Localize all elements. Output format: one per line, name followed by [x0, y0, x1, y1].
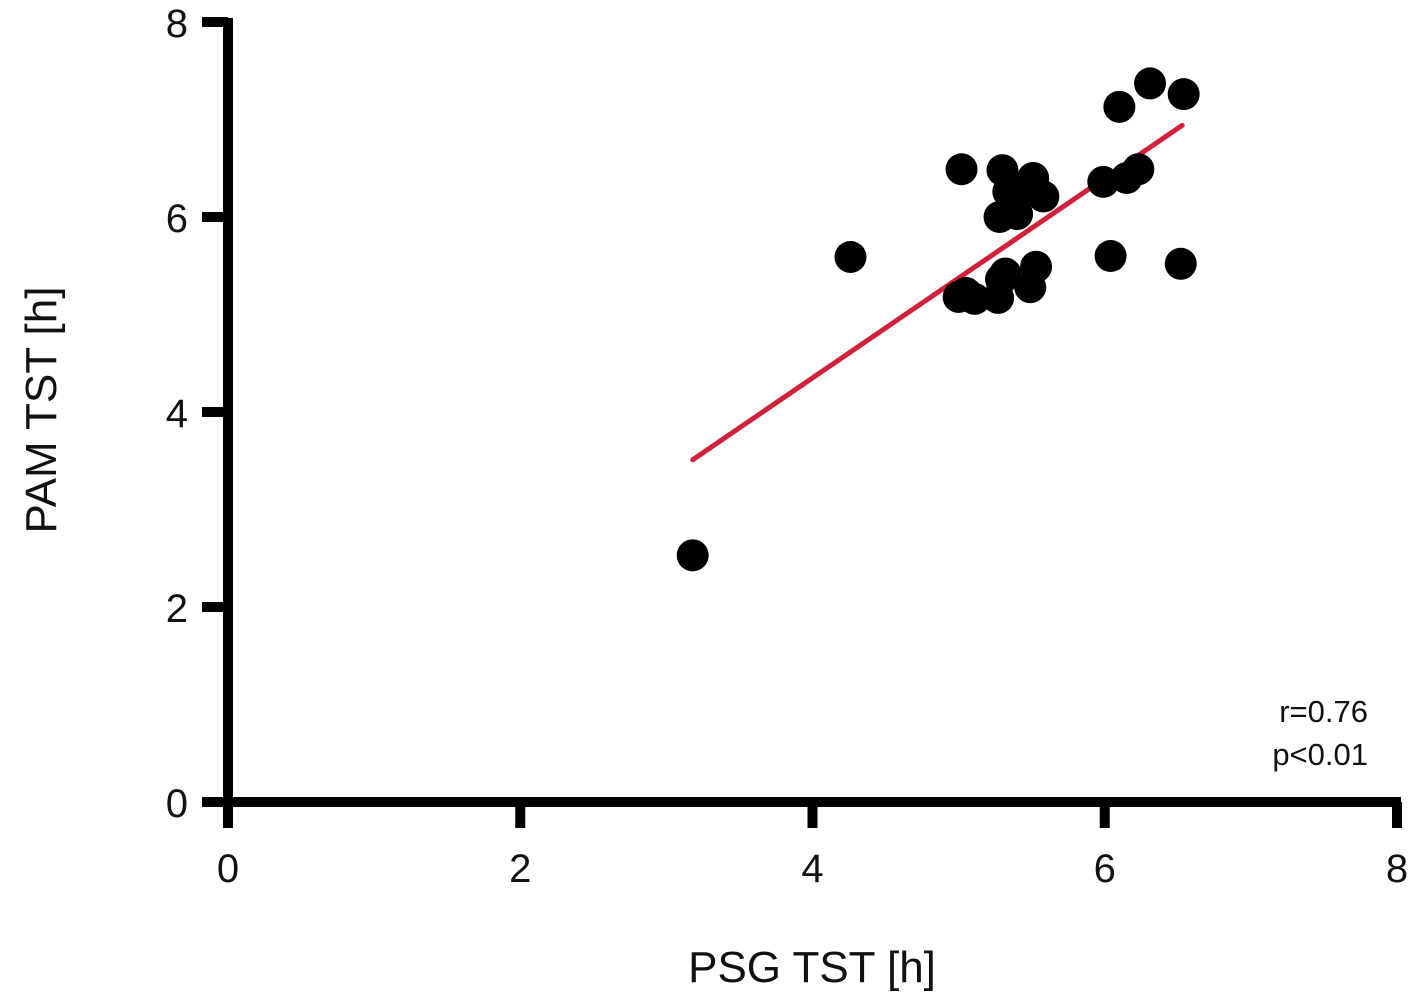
data-point	[1001, 198, 1034, 231]
x-tick-label: 2	[509, 847, 531, 891]
correlation-annotation: r=0.76	[1279, 694, 1368, 729]
x-tick-label: 6	[1094, 847, 1116, 891]
y-tick-label: 0	[166, 782, 188, 826]
y-tick-label: 2	[166, 587, 188, 631]
data-point	[676, 539, 709, 572]
tick-labels: 0 2 4 6 8 0 2 4 6 8	[166, 2, 1408, 891]
data-point	[1103, 90, 1136, 123]
data-point	[1167, 78, 1200, 111]
data-points	[676, 67, 1200, 572]
data-point	[1094, 240, 1127, 272]
data-point	[1122, 153, 1155, 186]
y-axis-title: PAM TST [h]	[17, 287, 66, 534]
data-point	[958, 282, 991, 315]
data-point	[989, 257, 1022, 290]
y-tick-label: 4	[166, 392, 188, 436]
x-tick-label: 0	[217, 847, 239, 891]
y-tick-label: 6	[166, 197, 188, 241]
x-tick-label: 4	[801, 847, 823, 891]
x-tick-label: 8	[1386, 847, 1408, 891]
data-point	[834, 240, 867, 273]
x-axis-title: PSG TST [h]	[688, 943, 936, 992]
data-point	[945, 153, 978, 186]
data-point	[1134, 67, 1167, 100]
data-point	[1164, 247, 1197, 280]
y-tick-label: 8	[166, 2, 188, 46]
data-point	[1027, 180, 1060, 213]
axes	[202, 17, 1402, 828]
p-value-annotation: p<0.01	[1272, 737, 1368, 772]
data-point	[1020, 250, 1053, 283]
